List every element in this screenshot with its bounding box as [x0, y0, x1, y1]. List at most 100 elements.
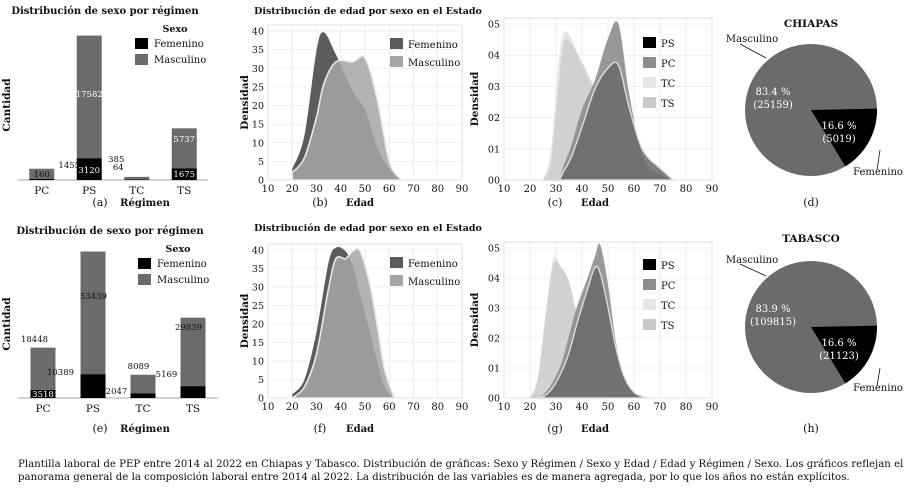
chart-b-title: Distribución de edad por sexo en el Esta…: [254, 6, 482, 17]
chart-a-xlabel: Régimen: [120, 198, 170, 209]
legend-label-masculino: Masculino: [157, 275, 209, 286]
legend-label-pc: PC: [661, 59, 676, 70]
chart-f-title: Distribución de edad por sexo en el Esta…: [254, 223, 482, 234]
y-tick-label: 25: [252, 82, 264, 93]
legend-swatch-pc: [643, 279, 656, 290]
legend-swatch-tc: [643, 77, 656, 88]
pie-name-masculino: Masculino: [726, 255, 778, 266]
data-label-femenino: 3518: [32, 390, 54, 400]
pie-slice-femenino: [811, 325, 877, 384]
leader-line-femenino: [876, 149, 881, 171]
chart-c-ylabel: Densidad: [469, 71, 481, 126]
x-tick-label: 60: [628, 184, 641, 195]
x-tick-label: PC: [34, 185, 49, 197]
chart-d-title: CHIAPAS: [784, 18, 838, 30]
legend-label-ts: TS: [661, 99, 675, 110]
legend-swatch-masculino: [135, 54, 148, 65]
legend-swatch-ts: [643, 97, 656, 108]
pie-label-femenino-count: (21123): [819, 351, 859, 362]
legend-label-femenino: Femenino: [408, 40, 458, 51]
x-tick-label: 70: [654, 402, 667, 413]
legend-swatch-femenino: [135, 38, 148, 49]
x-tick-label: 50: [359, 184, 372, 195]
y-tick-label: 35: [252, 45, 264, 56]
y-tick-label: 05: [488, 20, 500, 31]
x-tick-label: 90: [456, 402, 469, 413]
y-tick-label: 00: [488, 394, 500, 405]
x-tick-label: PS: [86, 403, 100, 415]
leader-line-masculino: [739, 263, 767, 277]
bar-masculino-ps: [80, 251, 106, 375]
panel-letter-g: (g): [547, 422, 563, 435]
panel-letter-d: (d): [803, 196, 819, 209]
y-tick-label: 40: [252, 27, 264, 38]
x-tick-label: 70: [407, 184, 420, 195]
density-masculino: [291, 55, 403, 181]
x-tick-label: 30: [550, 402, 563, 413]
x-tick-label: 50: [359, 402, 372, 413]
bar-femenino-ps: [76, 158, 102, 180]
legend-swatch-femenino: [390, 257, 403, 268]
x-tick-label: 60: [383, 402, 396, 413]
legend-title: Sexo: [163, 24, 188, 35]
data-label-femenino: 2047: [106, 387, 128, 397]
data-label-masculino: 53439: [80, 292, 107, 302]
y-tick-label: 10: [252, 357, 264, 368]
legend-swatch-ps: [643, 37, 656, 48]
chart-f-xlabel: Edad: [346, 424, 374, 435]
chart-c-xlabel: Edad: [581, 198, 609, 209]
legend-label-masculino: Masculino: [408, 277, 460, 288]
chart-e-ylabel: Cantidad: [1, 297, 13, 351]
y-tick-label: 30: [252, 64, 264, 75]
legend-label-tc: TC: [661, 79, 676, 90]
legend-swatch-pc: [643, 57, 656, 68]
x-tick-label: 10: [498, 402, 511, 413]
bar-femenino-pc: [30, 389, 56, 398]
x-tick-label: 80: [431, 402, 444, 413]
chart-g-ylabel: Densidad: [469, 292, 481, 347]
data-label-femenino: 1675: [173, 170, 195, 180]
x-tick-label: 70: [654, 184, 667, 195]
y-tick-label: 03: [488, 82, 500, 93]
x-tick-label: 20: [286, 184, 299, 195]
x-tick-label: 80: [680, 402, 693, 413]
bar-masculino-ts: [171, 128, 197, 169]
panel-letter-e: (e): [92, 422, 107, 435]
pie-slice-femenino: [811, 108, 877, 167]
legend-label-masculino: Masculino: [154, 55, 206, 66]
x-tick-label: PS: [82, 185, 96, 197]
bar-femenino-ts: [171, 168, 197, 180]
y-tick-label: 15: [252, 120, 264, 131]
data-label-masculino: 17582: [76, 90, 103, 100]
x-tick-label: 20: [524, 402, 537, 413]
chart-a-ylabel: Cantidad: [1, 78, 13, 132]
bar-femenino-ts: [180, 386, 206, 398]
legend-swatch-masculino: [138, 274, 151, 285]
data-label-masculino: 29839: [175, 323, 202, 333]
data-label-masculino: 1455: [58, 161, 80, 171]
x-tick-label: 10: [262, 402, 275, 413]
legend-swatch-ts: [643, 319, 656, 330]
data-label-femenino: 5169: [156, 370, 178, 380]
pie-label-femenino-pct: 16.6 %: [822, 121, 857, 132]
x-tick-label: 40: [576, 402, 589, 413]
x-tick-label: TC: [135, 403, 150, 415]
bar-masculino-pc: [30, 347, 56, 390]
chart-b-xlabel: Edad: [346, 198, 374, 209]
data-label-femenino: 160: [34, 170, 50, 180]
y-tick-label: 5: [258, 375, 264, 386]
y-tick-label: 0: [258, 176, 264, 187]
chart-f-ylabel: Densidad: [239, 293, 251, 348]
chart-b-ylabel: Densidad: [239, 74, 251, 129]
legend-swatch-ps: [643, 259, 656, 270]
density-masculino: [290, 247, 396, 399]
panel-letter-b: (b): [312, 196, 328, 209]
y-tick-label: 25: [252, 301, 264, 312]
legend-label-femenino: Femenino: [154, 39, 204, 50]
bar-femenino-ps: [80, 374, 106, 398]
y-tick-label: 02: [488, 334, 500, 345]
legend-label-ts: TS: [661, 321, 675, 332]
x-tick-label: 90: [706, 402, 719, 413]
data-label-femenino: 3120: [78, 166, 100, 176]
